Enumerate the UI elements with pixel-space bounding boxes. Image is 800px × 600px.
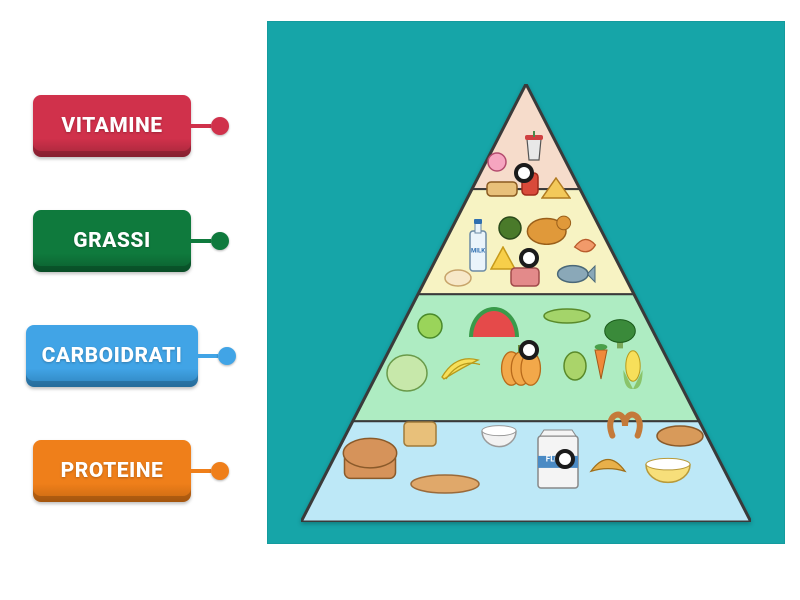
label-text: PROTEINE [61, 459, 164, 483]
target-t4[interactable] [555, 449, 575, 469]
label-dot[interactable] [211, 117, 229, 135]
carrot-icon [594, 344, 608, 380]
baguette-icon [410, 474, 480, 494]
label-text: CARBOIDRATI [42, 344, 183, 368]
soda-icon [524, 131, 544, 161]
target-t3[interactable] [519, 340, 539, 360]
label-connector [191, 239, 211, 243]
rice-bowl-icon [480, 420, 518, 448]
burger-icon [486, 181, 518, 197]
seeds-icon [498, 216, 522, 240]
target-t1[interactable] [514, 163, 534, 183]
pretzel-icon [607, 410, 643, 442]
broccoli-icon [603, 319, 637, 349]
label-text: GRASSI [73, 229, 150, 253]
watermelon-icon [467, 305, 521, 339]
bread-loaf-icon [341, 437, 399, 483]
bananas-icon [438, 351, 482, 381]
label-grassi[interactable]: GRASSI [33, 210, 191, 272]
pasta-bowl-icon [644, 452, 692, 484]
label-connector [191, 469, 211, 473]
corn-icon [621, 350, 645, 390]
milk-icon: MILK [468, 219, 488, 273]
label-carboidrati[interactable]: CARBOIDRATI [26, 325, 198, 387]
cucumber-icon [543, 308, 591, 324]
steak-icon [510, 267, 540, 287]
pear-icon [563, 351, 587, 381]
label-dot[interactable] [211, 232, 229, 250]
label-text: VITAMINE [61, 114, 162, 138]
toast-icon [403, 421, 437, 447]
label-vitamine[interactable]: VITAMINE [33, 95, 191, 157]
label-connector [191, 124, 211, 128]
svg-text:MILK: MILK [471, 247, 485, 254]
chicken-icon [526, 211, 572, 245]
apple-icon [417, 313, 443, 339]
eggs-icon [444, 269, 472, 287]
bread-round-icon [656, 425, 704, 447]
croissant-icon [588, 453, 628, 479]
cabbage-icon [386, 354, 428, 392]
shrimp-icon [572, 235, 598, 255]
label-dot[interactable] [218, 347, 236, 365]
pizza-icon [541, 177, 571, 199]
label-connector [198, 354, 218, 358]
fish-icon [556, 264, 596, 284]
label-proteine[interactable]: PROTEINE [33, 440, 191, 502]
label-dot[interactable] [211, 462, 229, 480]
donut-icon [487, 152, 507, 172]
target-t2[interactable] [519, 248, 539, 268]
